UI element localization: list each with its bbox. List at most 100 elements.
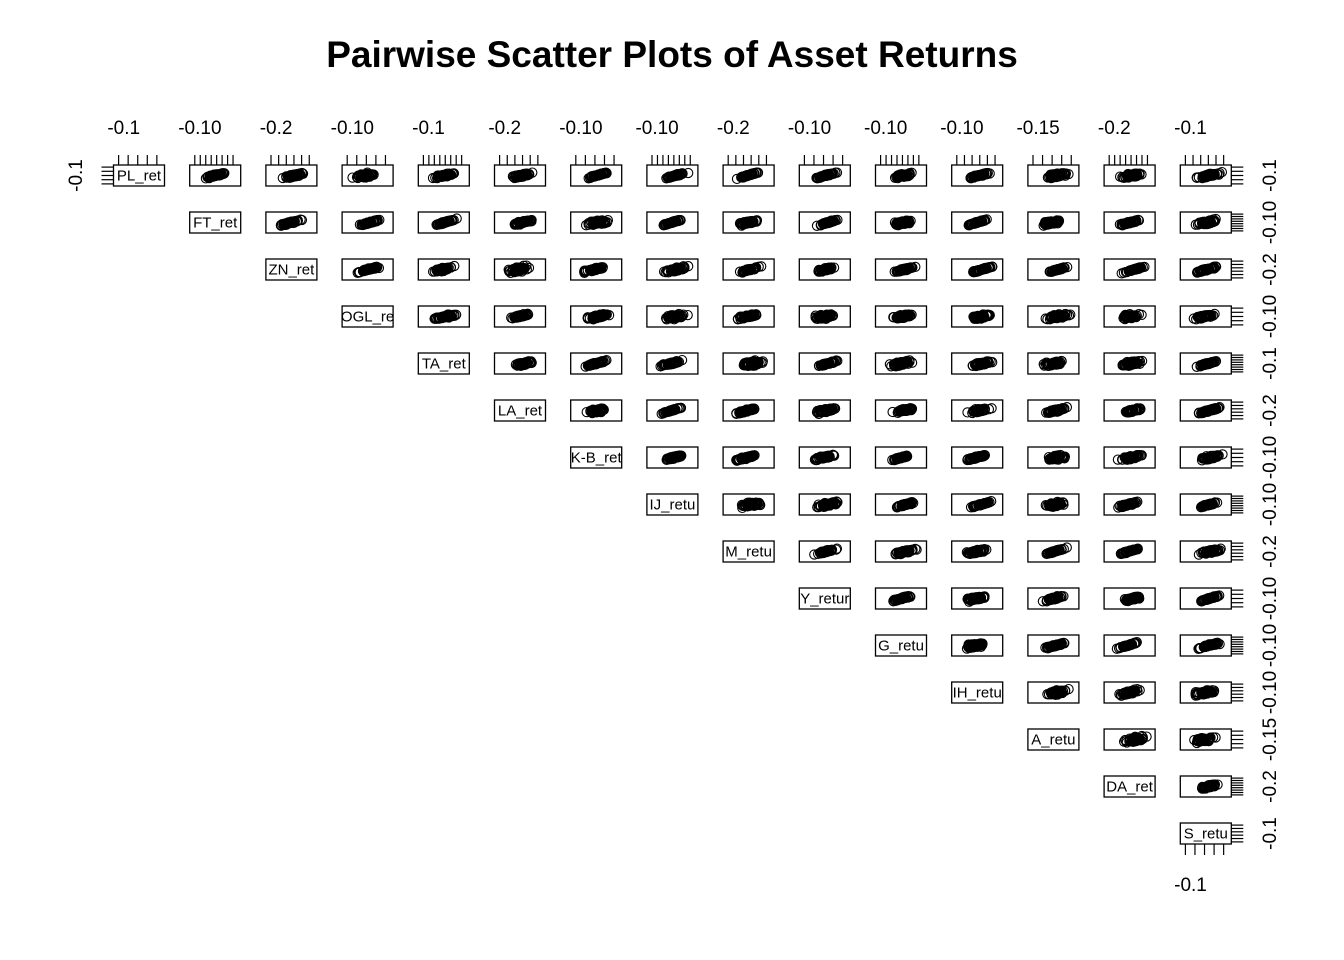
scatter-panel — [493, 305, 547, 328]
scatter-points — [963, 214, 992, 231]
scatter-point — [1045, 313, 1057, 324]
scatter-point — [525, 356, 536, 368]
scatter-panel — [951, 446, 1004, 469]
scatter-points — [968, 309, 995, 324]
scatter-point — [658, 266, 670, 277]
scatter-point — [288, 170, 299, 181]
scatter-point — [600, 167, 612, 178]
scatter-point — [749, 450, 760, 461]
scatter-points — [731, 167, 764, 185]
scatter-point — [820, 451, 831, 463]
scatter-point — [809, 454, 821, 465]
scatter-point — [741, 217, 753, 228]
scatter-point — [361, 168, 373, 179]
scatter-points — [661, 167, 694, 184]
scatter-point — [970, 403, 981, 415]
scatter-point — [1209, 451, 1220, 462]
scatter-points — [431, 213, 462, 230]
scatter-point — [445, 169, 456, 181]
scatter-point — [526, 357, 537, 368]
scatter-point — [1133, 404, 1145, 416]
scatter-point — [364, 264, 375, 275]
scatter-point — [1206, 357, 1218, 368]
scatter-panel — [798, 164, 851, 187]
panel-frame — [1103, 493, 1156, 516]
scatter-points — [810, 309, 839, 325]
scatter-point — [442, 309, 454, 320]
scatter-point — [976, 216, 988, 227]
variable-label: LA_ret — [498, 403, 543, 420]
scatter-point — [1055, 310, 1066, 322]
scatter-point — [987, 357, 998, 368]
diagonal-panel — [189, 211, 242, 234]
scatter-point — [441, 169, 452, 180]
scatter-point — [899, 171, 910, 182]
scatter-point — [683, 261, 694, 272]
scatter-point — [1055, 263, 1067, 275]
panel-frame — [874, 211, 928, 234]
scatter-point — [1057, 403, 1068, 415]
panel-frame — [417, 211, 470, 234]
scatter-point — [1047, 216, 1058, 227]
panel-frame — [646, 164, 699, 187]
scatter-points — [1112, 449, 1147, 465]
scatter-panel — [493, 258, 547, 281]
scatter-point — [591, 310, 603, 322]
scatter-points — [812, 496, 843, 513]
scatter-panel — [1103, 164, 1156, 187]
panel-frame — [646, 258, 699, 281]
scatter-point — [1193, 266, 1204, 277]
scatter-point — [665, 452, 676, 463]
scatter-point — [281, 218, 292, 229]
scatter-panel — [798, 399, 851, 422]
scatter-point — [822, 263, 833, 274]
scatter-point — [983, 262, 994, 274]
scatter-points — [1188, 308, 1220, 325]
scatter-point — [447, 215, 458, 226]
scatter-point — [743, 264, 755, 275]
scatter-point — [977, 451, 988, 462]
diagonal-panel — [493, 399, 547, 422]
panel-frame — [798, 211, 851, 234]
panel-frame — [570, 305, 623, 328]
scatter-point — [1051, 404, 1062, 416]
scatter-points — [583, 167, 612, 184]
panel-frame — [722, 258, 775, 281]
scatter-point — [731, 455, 743, 466]
scatter-panel — [265, 164, 318, 187]
scatter-point — [1119, 452, 1130, 463]
panel-frame — [798, 446, 851, 469]
chart-title: Pairwise Scatter Plots of Asset Returns — [326, 34, 1018, 75]
scatter-points — [884, 355, 918, 372]
scatter-point — [667, 171, 678, 182]
scatter-points — [275, 214, 308, 231]
scatter-point — [590, 312, 602, 323]
panel-frame — [1179, 258, 1232, 281]
panel-frame — [570, 211, 623, 234]
scatter-point — [1205, 169, 1216, 180]
scatter-point — [900, 404, 911, 415]
scatter-point — [983, 404, 995, 415]
scatter-points — [658, 261, 694, 278]
panel-frame — [493, 211, 547, 234]
scatter-point — [665, 312, 676, 323]
scatter-point — [1199, 406, 1210, 417]
scatter-point — [816, 265, 827, 277]
scatter-point — [970, 217, 981, 229]
scatter-panel — [798, 446, 851, 469]
scatter-point — [750, 167, 762, 178]
diagonal-panel — [417, 352, 470, 375]
panel-frame — [1027, 446, 1080, 469]
scatter-points — [731, 450, 760, 466]
scatter-point — [1129, 356, 1140, 367]
scatter-point — [891, 453, 903, 465]
scatter-point — [757, 357, 768, 369]
scatter-point — [742, 170, 754, 181]
scatter-point — [824, 499, 836, 510]
scatter-point — [597, 403, 608, 414]
scatter-panel — [646, 305, 699, 328]
scatter-point — [820, 359, 831, 370]
scatter-points — [1040, 496, 1069, 512]
scatter-point — [514, 264, 526, 275]
